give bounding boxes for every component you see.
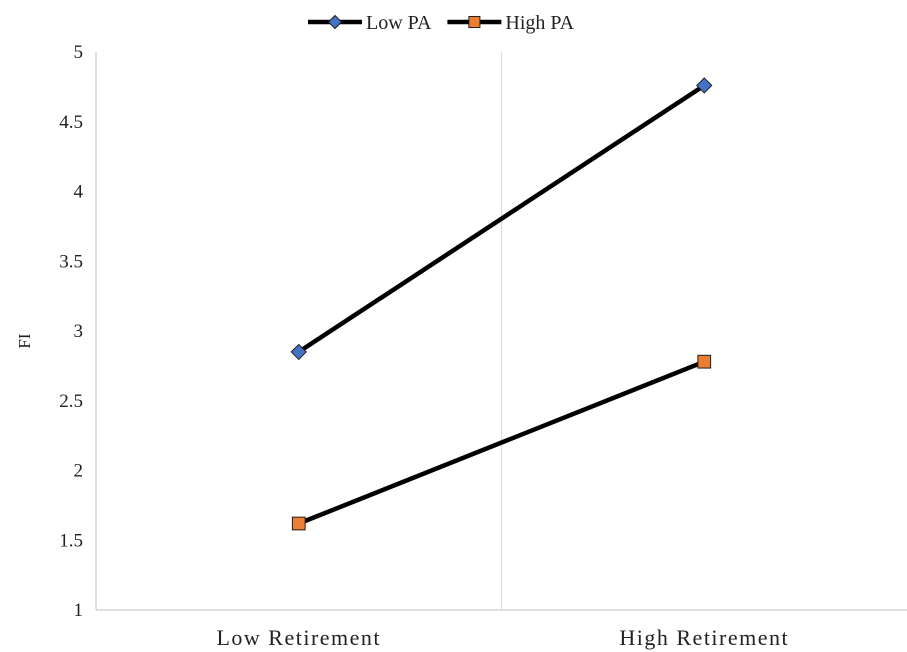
series-point: [696, 77, 713, 94]
y-tick-label: 3: [74, 321, 84, 342]
series-point: [290, 343, 307, 361]
legend-item: High PA: [447, 12, 575, 34]
y-tick-label: 1.5: [59, 530, 83, 551]
legend-label: Low PA: [366, 12, 432, 34]
series-point: [697, 354, 712, 369]
series-layer: [290, 77, 713, 531]
x-tick-label: High Retirement: [619, 625, 789, 650]
series-point: [291, 516, 306, 531]
legend-marker: [327, 14, 343, 30]
x-tick-label: Low Retirement: [216, 625, 381, 650]
legend-marker: [468, 15, 481, 29]
y-tick-label: 5: [74, 42, 84, 63]
legend-item: Low PA: [308, 12, 432, 34]
y-tick-label: 2: [74, 461, 84, 482]
series-low-pa: [290, 77, 713, 361]
legend-label: High PA: [505, 12, 574, 34]
y-axis-title: FI: [15, 333, 34, 348]
legend: Low PA High PA: [308, 12, 575, 34]
x-axis-ticks: Low Retirement High Retirement: [216, 625, 789, 650]
y-tick-label: 4: [74, 182, 84, 203]
series-high-pa: [291, 354, 712, 531]
y-tick-label: 2.5: [59, 391, 83, 412]
y-tick-label: 1: [74, 600, 84, 621]
series-line: [296, 83, 707, 355]
y-tick-label: 3.5: [59, 251, 83, 272]
y-axis-ticks: 1 1.5 2 2.5 3 3.5 4 4.5 5: [59, 42, 83, 621]
axes: [95, 52, 907, 611]
y-tick-label: 4.5: [59, 112, 83, 133]
series-line: [296, 359, 707, 526]
